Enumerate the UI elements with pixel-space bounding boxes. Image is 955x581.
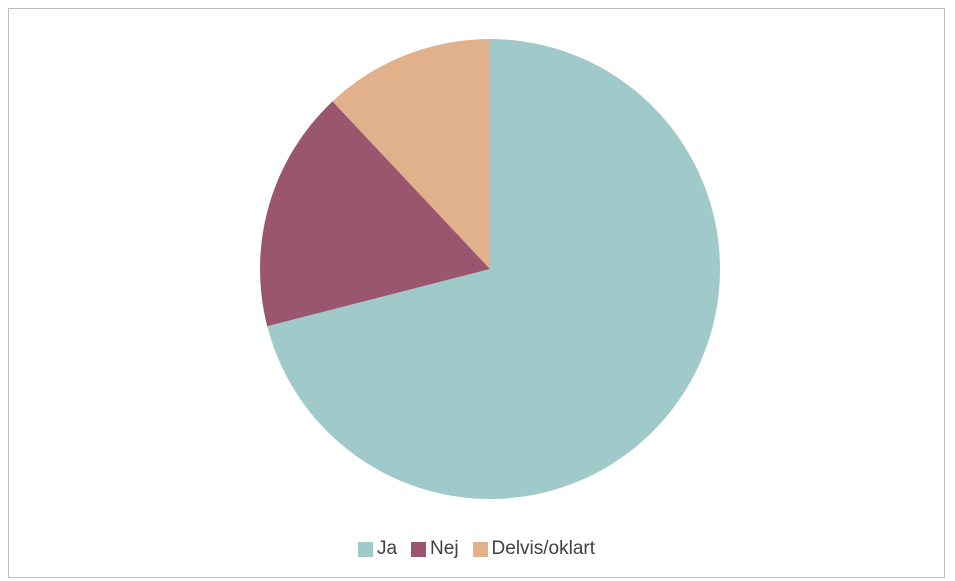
legend-swatch [357,541,373,557]
pie-slice-nej [260,101,490,327]
chart-frame: Ja Nej Delvis/oklart [8,8,945,578]
legend-label: Ja [376,538,398,559]
chart-legend: Ja Nej Delvis/oklart [9,538,944,560]
legend-item: Nej [411,538,459,560]
pie-slice-ja [267,39,720,500]
legend-swatch [411,541,427,557]
legend-swatch [472,541,488,557]
legend-label: Delvis/oklart [491,538,596,559]
legend-item: Delvis/oklart [472,538,596,560]
legend-item: Ja [357,538,398,560]
pie-chart [260,38,720,500]
legend-label: Nej [430,538,459,559]
pie-slice-delvis-oklart [332,38,490,269]
